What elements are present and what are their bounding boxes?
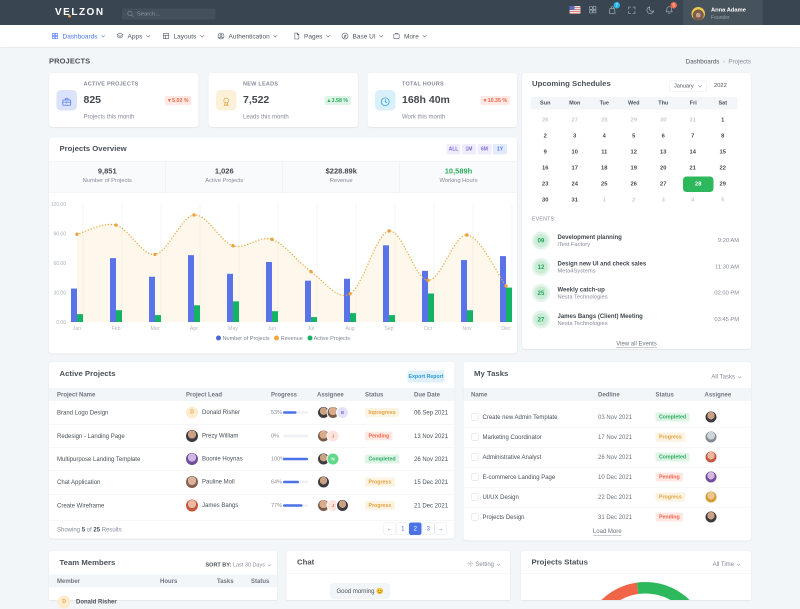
- svg-text:May: May: [228, 326, 238, 332]
- svg-text:0.00: 0.00: [56, 320, 66, 326]
- svg-text:90.00: 90.00: [53, 231, 66, 237]
- svg-text:Apr: Apr: [190, 326, 198, 332]
- svg-text:Dec: Dec: [501, 326, 511, 332]
- svg-text:Mar: Mar: [150, 326, 159, 332]
- svg-text:60.00: 60.00: [53, 261, 66, 267]
- svg-text:Aug: Aug: [345, 326, 354, 332]
- svg-text:Jan: Jan: [73, 326, 82, 332]
- svg-text:Nov: Nov: [462, 326, 472, 332]
- svg-text:Jul: Jul: [308, 326, 315, 332]
- svg-text:120.00: 120.00: [51, 202, 67, 208]
- svg-text:Sep: Sep: [384, 326, 393, 332]
- svg-text:Jun: Jun: [268, 326, 277, 332]
- svg-text:30.00: 30.00: [53, 290, 66, 296]
- svg-text:Oct: Oct: [424, 326, 433, 332]
- svg-text:Feb: Feb: [111, 326, 120, 332]
